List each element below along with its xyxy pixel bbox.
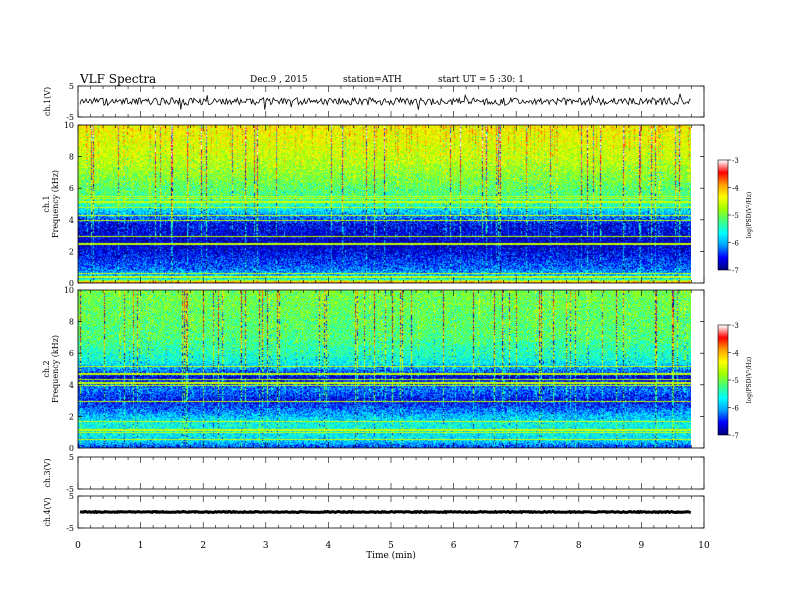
y-tick-label: 2 (69, 412, 74, 421)
y-tick-label: 8 (69, 318, 74, 327)
x-tick-label: 4 (326, 541, 332, 551)
channel-label: ch.1 (42, 195, 51, 212)
station-label: station=ATH (343, 75, 402, 85)
colorbar-tick-label: -6 (732, 240, 739, 248)
colorbar-tick-label: -3 (732, 322, 739, 330)
colorbar-tick-label: -4 (732, 350, 739, 358)
colorbar-tick-label: -5 (732, 377, 739, 385)
panel-2 (77, 124, 731, 284)
panel-5 (77, 495, 705, 529)
y-tick-label: -5 (66, 524, 74, 533)
x-tick-label: 1 (138, 541, 144, 551)
y-tick-label: 10 (64, 121, 74, 130)
y-tick-label: -5 (66, 485, 74, 494)
channel-axis-label: ch.3(V) (43, 458, 52, 487)
signal-trace (79, 93, 691, 110)
panel-3 (77, 289, 731, 449)
x-tick-label: 2 (200, 541, 206, 551)
channel-axis-label: ch.1(V) (43, 87, 52, 116)
channel-axis-label: ch.4(V) (43, 497, 52, 526)
signal-trace (79, 509, 691, 515)
panel-1 (77, 85, 705, 118)
y-tick-label: 2 (69, 247, 74, 256)
y-tick-label: 0 (69, 444, 74, 453)
y-tick-label: 5 (69, 82, 74, 91)
x-tick-label: 5 (388, 541, 394, 551)
x-tick-label: 10 (698, 541, 710, 551)
frequency-axis-label: Frequency (kHz) (51, 170, 60, 238)
y-tick-label: -5 (66, 113, 74, 122)
chart-title: VLF Spectra (80, 72, 157, 86)
y-tick-label: 10 (64, 286, 74, 295)
colorbar-label: log(PSD(V²/Hz) (746, 192, 753, 239)
y-tick-label: 6 (69, 349, 74, 358)
spectrogram-image (78, 290, 691, 448)
x-tick-label: 8 (576, 541, 582, 551)
y-tick-label: 6 (69, 184, 74, 193)
spectrogram-image (78, 125, 691, 283)
colorbar (718, 325, 728, 435)
x-tick-label: 0 (75, 541, 81, 551)
colorbar-tick-label: -7 (732, 267, 739, 275)
colorbar-tick-label: -5 (732, 212, 739, 220)
y-tick-label: 8 (69, 153, 74, 162)
date-label: Dec.9 , 2015 (250, 75, 308, 85)
colorbar-tick-label: -6 (732, 405, 739, 413)
colorbar-label: log(PSD(V²/Hz) (746, 357, 753, 404)
x-tick-label: 7 (513, 541, 519, 551)
frequency-axis-label: Frequency (kHz) (51, 335, 60, 403)
colorbar (718, 160, 728, 270)
colorbar-tick-label: -3 (732, 157, 739, 165)
colorbar-tick-label: -7 (732, 432, 739, 440)
panel-4 (77, 456, 705, 490)
y-tick-label: 0 (69, 279, 74, 288)
x-tick-label: 3 (263, 541, 269, 551)
x-tick-label: 9 (639, 541, 645, 551)
y-tick-label: 4 (69, 381, 74, 390)
y-tick-label: 5 (69, 492, 74, 501)
start-time-label: start UT = 5 :30: 1 (438, 75, 524, 85)
x-axis-label: Time (min) (366, 550, 416, 561)
y-tick-label: 4 (69, 216, 74, 225)
x-tick-label: 6 (451, 541, 457, 551)
y-tick-label: 5 (69, 453, 74, 462)
channel-label: ch.2 (42, 360, 51, 377)
colorbar-tick-label: -4 (732, 185, 739, 193)
